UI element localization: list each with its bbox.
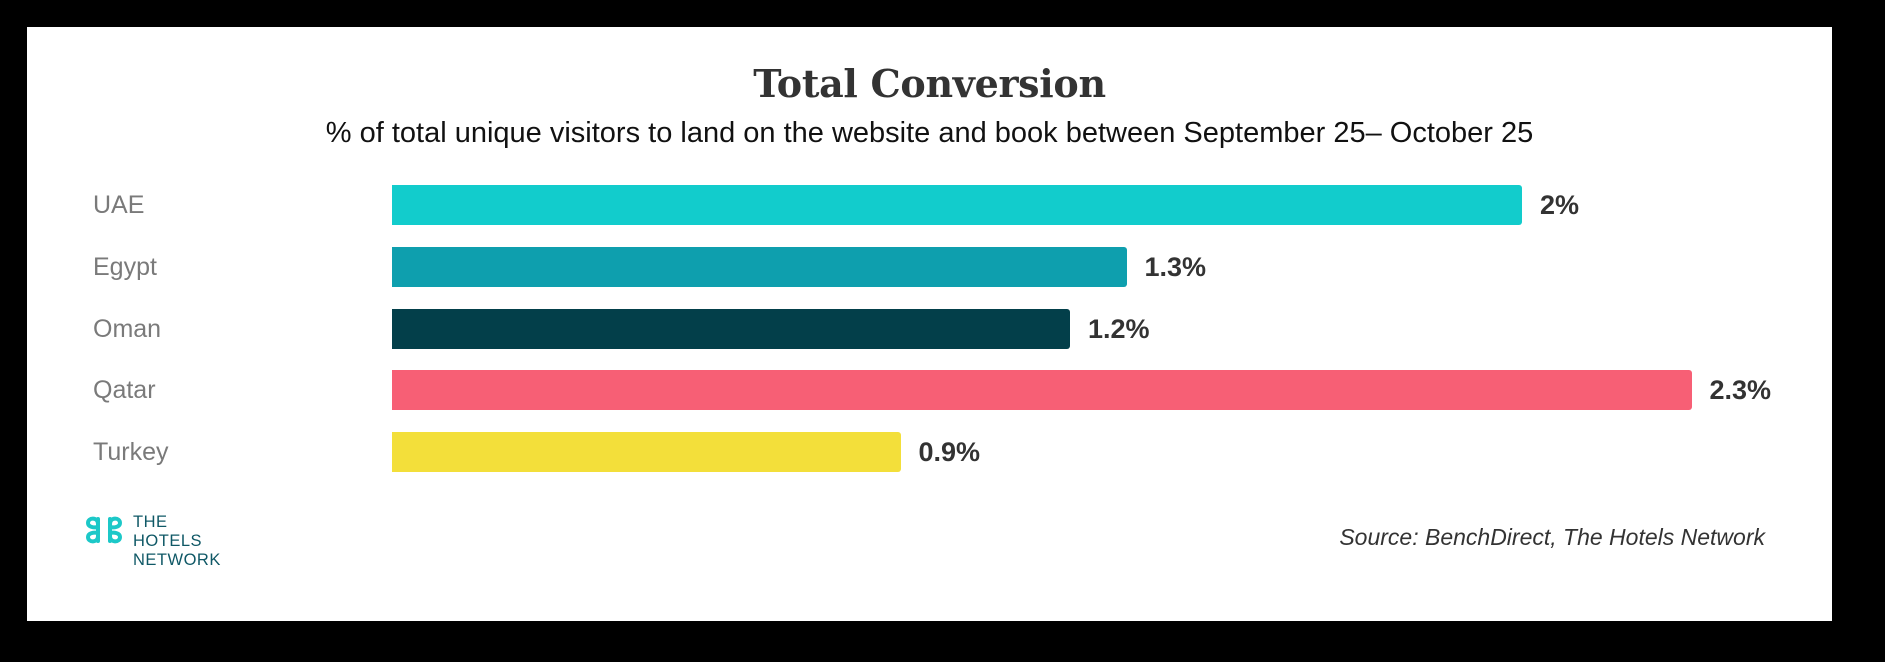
hotels-network-logo-icon xyxy=(85,516,123,544)
bar xyxy=(392,185,1522,225)
bar-row-turkey: Turkey 0.9% xyxy=(27,432,1832,472)
logo-text: THE HOTELS NETWORK xyxy=(133,513,221,570)
source-note: Source: BenchDirect, The Hotels Network xyxy=(1339,524,1765,550)
chart-title: Total Conversion xyxy=(753,61,1106,106)
category-label: Egypt xyxy=(93,252,157,281)
logo-line-network: NETWORK xyxy=(133,551,221,569)
category-label: Turkey xyxy=(93,438,169,466)
chart-subtitle: % of total unique visitors to land on th… xyxy=(325,117,1534,149)
bar xyxy=(392,246,1127,287)
value-label: 1.2% xyxy=(1088,313,1150,344)
bar-row-qatar: Qatar 2.3% xyxy=(27,370,1832,411)
bar xyxy=(392,370,1692,411)
chart-card: Total Conversion % of total unique visit… xyxy=(27,27,1832,621)
value-label: 2% xyxy=(1540,190,1580,220)
logo-line-hotels: HOTELS xyxy=(133,532,203,550)
bar xyxy=(392,308,1070,349)
value-label: 1.3% xyxy=(1144,251,1207,282)
category-label: Oman xyxy=(93,314,162,343)
bar-row-egypt: Egypt 1.3% xyxy=(27,246,1832,287)
bar-row-uae: UAE 2% xyxy=(27,185,1832,225)
bar-row-oman: Oman 1.2% xyxy=(27,308,1832,349)
category-label: Qatar xyxy=(93,376,156,405)
category-label: UAE xyxy=(93,191,145,219)
bar xyxy=(392,432,901,472)
value-label: 2.3% xyxy=(1709,375,1772,406)
logo-line-the: THE xyxy=(133,513,168,531)
value-label: 0.9% xyxy=(918,437,981,467)
